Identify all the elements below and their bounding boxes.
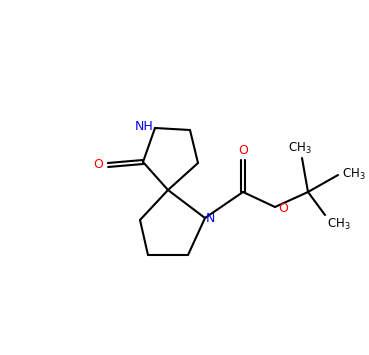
Text: O: O (93, 158, 103, 171)
Text: O: O (238, 144, 248, 157)
Text: NH: NH (135, 120, 154, 133)
Text: O: O (278, 202, 288, 214)
Text: CH$_3$: CH$_3$ (288, 141, 312, 156)
Text: CH$_3$: CH$_3$ (342, 166, 366, 181)
Text: CH$_3$: CH$_3$ (327, 217, 351, 232)
Text: N: N (206, 213, 215, 225)
